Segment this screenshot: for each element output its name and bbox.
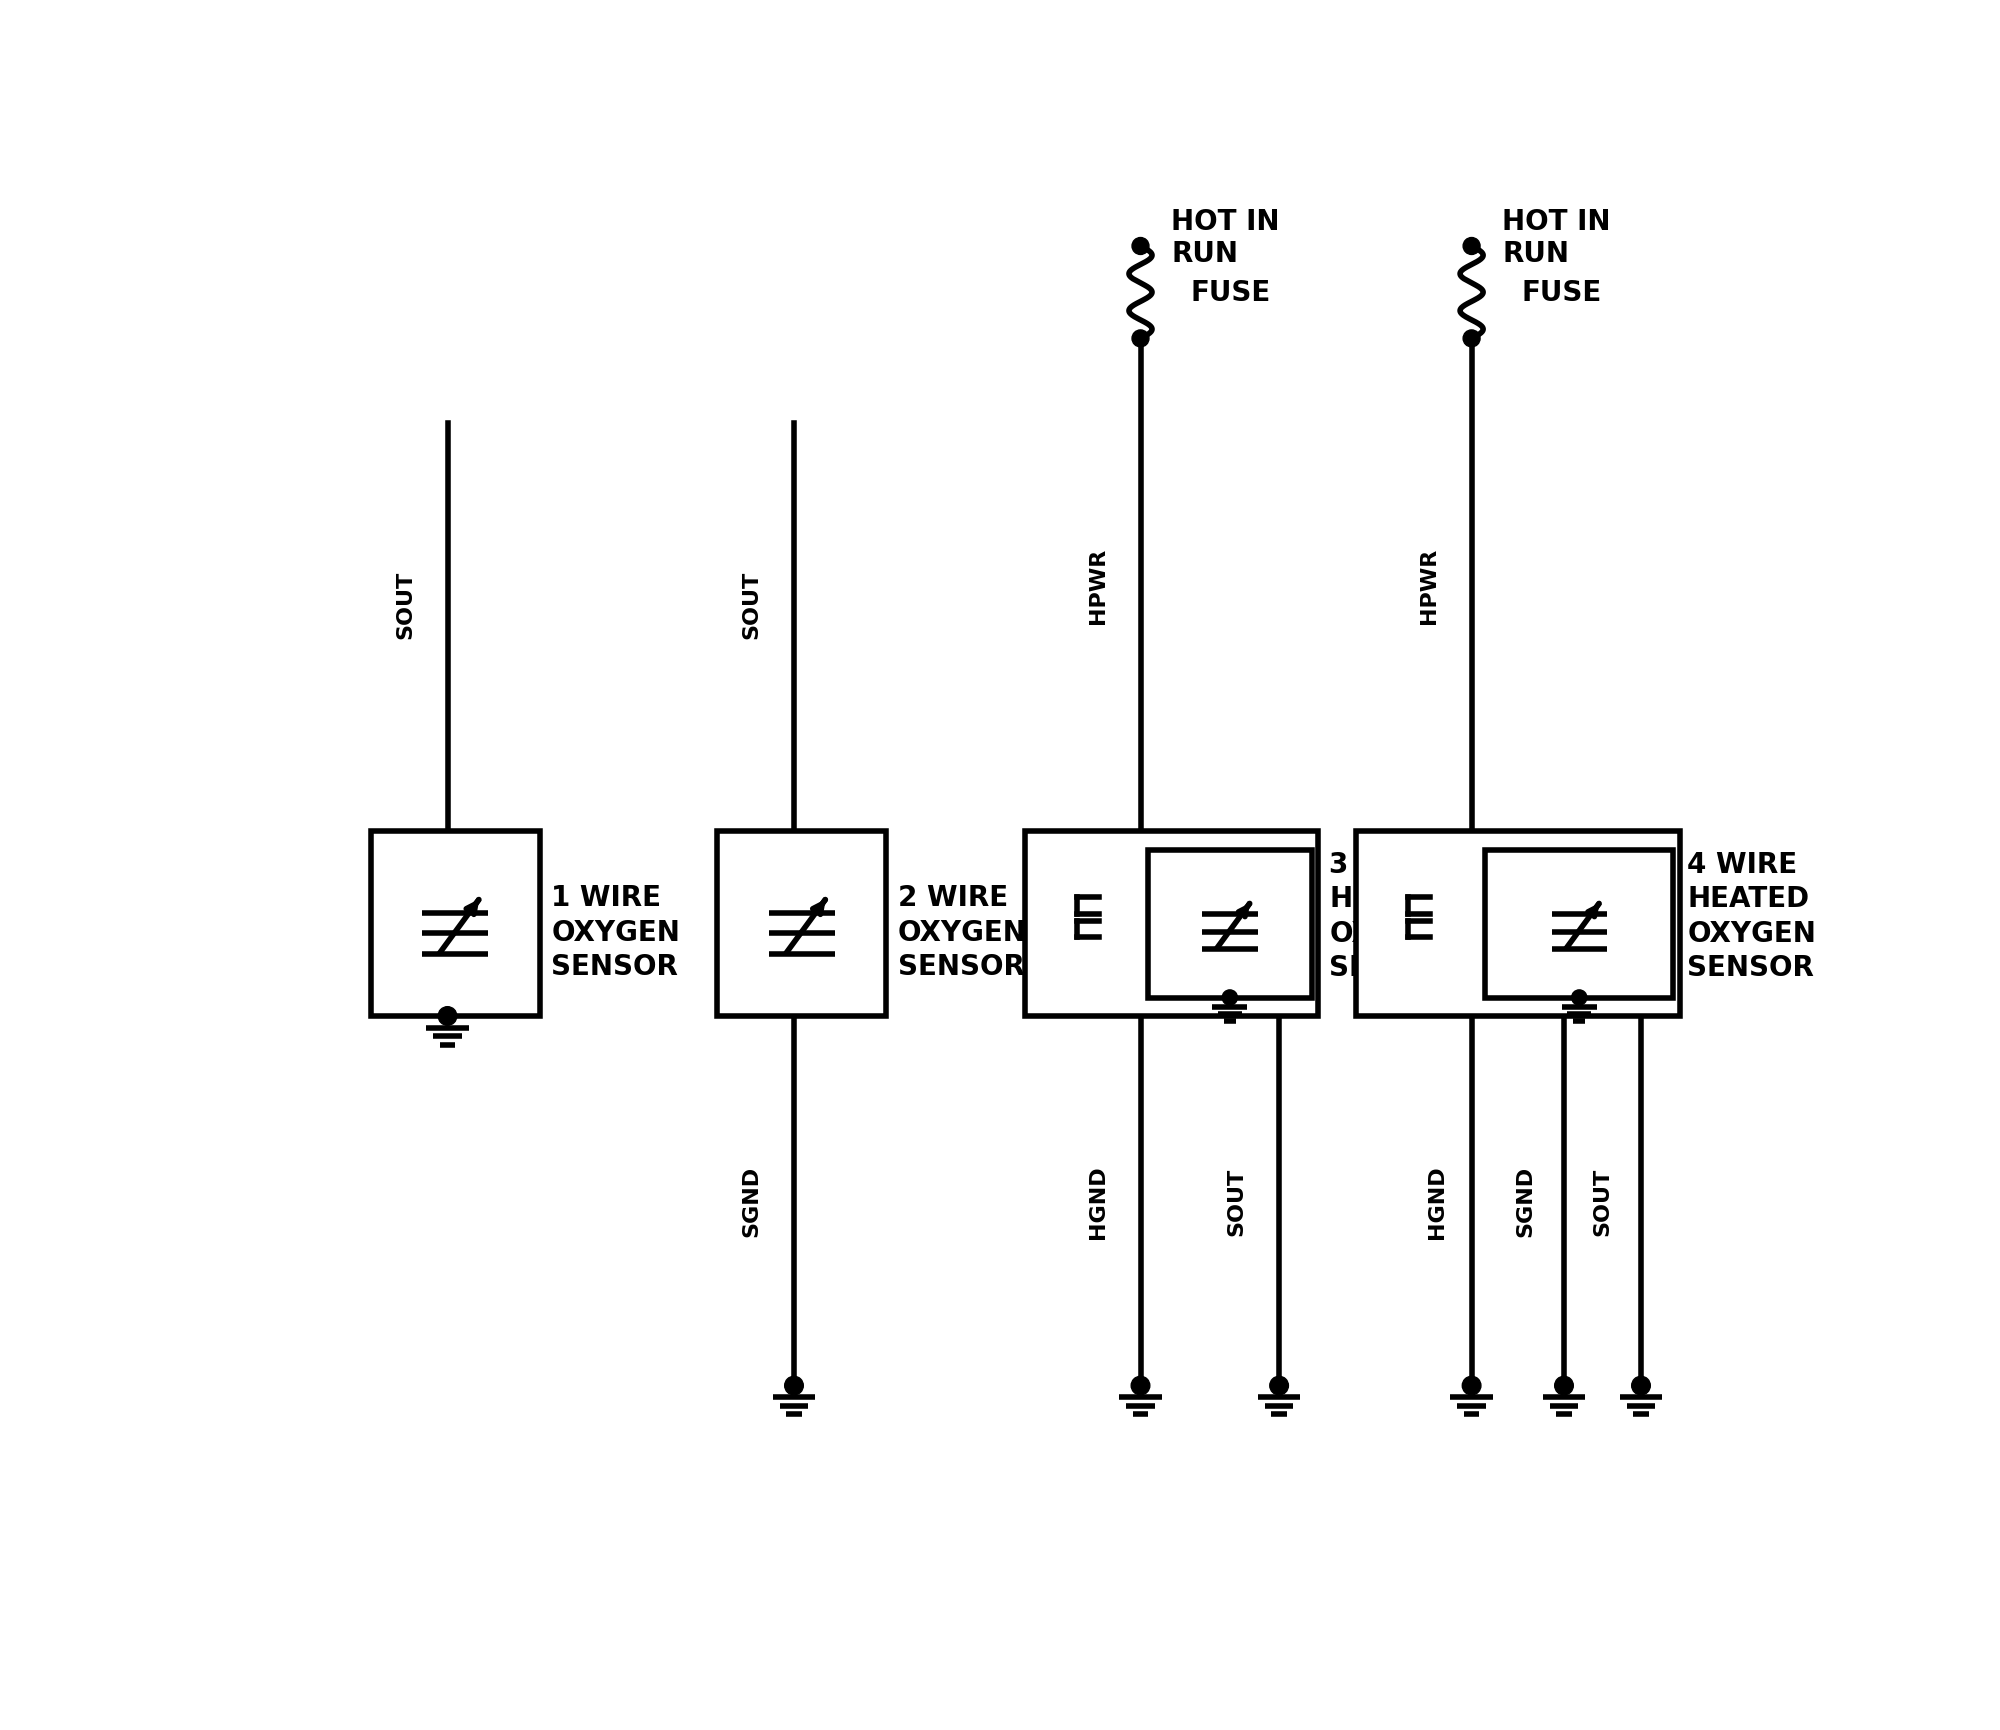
Circle shape xyxy=(1572,990,1586,1005)
Text: 2 WIRE
OXYGEN
SENSOR: 2 WIRE OXYGEN SENSOR xyxy=(898,884,1026,981)
Circle shape xyxy=(1632,1377,1650,1394)
Text: HOT IN
RUN: HOT IN RUN xyxy=(1502,208,1610,268)
Circle shape xyxy=(1132,239,1148,256)
Circle shape xyxy=(1462,1377,1480,1394)
Text: SOUT: SOUT xyxy=(1592,1168,1612,1235)
Text: FUSE: FUSE xyxy=(1522,279,1602,306)
Circle shape xyxy=(1554,1377,1574,1394)
Text: HGND: HGND xyxy=(1426,1164,1446,1239)
Text: 3 WIRE
HEATED
OXYGEN
SENSOR: 3 WIRE HEATED OXYGEN SENSOR xyxy=(1330,849,1458,983)
Circle shape xyxy=(1270,1377,1288,1394)
Circle shape xyxy=(1464,330,1480,348)
Circle shape xyxy=(1132,1377,1150,1394)
Text: SGND: SGND xyxy=(742,1166,762,1237)
Text: 4 WIRE
HEATED
OXYGEN
SENSOR: 4 WIRE HEATED OXYGEN SENSOR xyxy=(1688,849,1816,983)
Circle shape xyxy=(1222,990,1238,1005)
Text: 1 WIRE
OXYGEN
SENSOR: 1 WIRE OXYGEN SENSOR xyxy=(552,884,680,981)
Bar xyxy=(1486,849,1674,998)
Text: HPWR: HPWR xyxy=(1088,547,1108,623)
Bar xyxy=(1024,832,1318,1017)
Bar xyxy=(370,832,540,1017)
Circle shape xyxy=(1464,239,1480,256)
Circle shape xyxy=(784,1377,804,1394)
Bar xyxy=(1356,832,1680,1017)
Text: HPWR: HPWR xyxy=(1420,547,1440,623)
Bar xyxy=(716,832,886,1017)
Text: SGND: SGND xyxy=(1516,1166,1536,1237)
Text: SOUT: SOUT xyxy=(742,571,762,638)
Circle shape xyxy=(1132,330,1148,348)
Text: HOT IN
RUN: HOT IN RUN xyxy=(1172,208,1280,268)
Text: HGND: HGND xyxy=(1088,1164,1108,1239)
Text: SOUT: SOUT xyxy=(396,571,416,638)
Text: SOUT: SOUT xyxy=(1226,1168,1246,1235)
Text: FUSE: FUSE xyxy=(1190,279,1270,306)
Circle shape xyxy=(438,1007,456,1026)
Bar xyxy=(1148,849,1312,998)
